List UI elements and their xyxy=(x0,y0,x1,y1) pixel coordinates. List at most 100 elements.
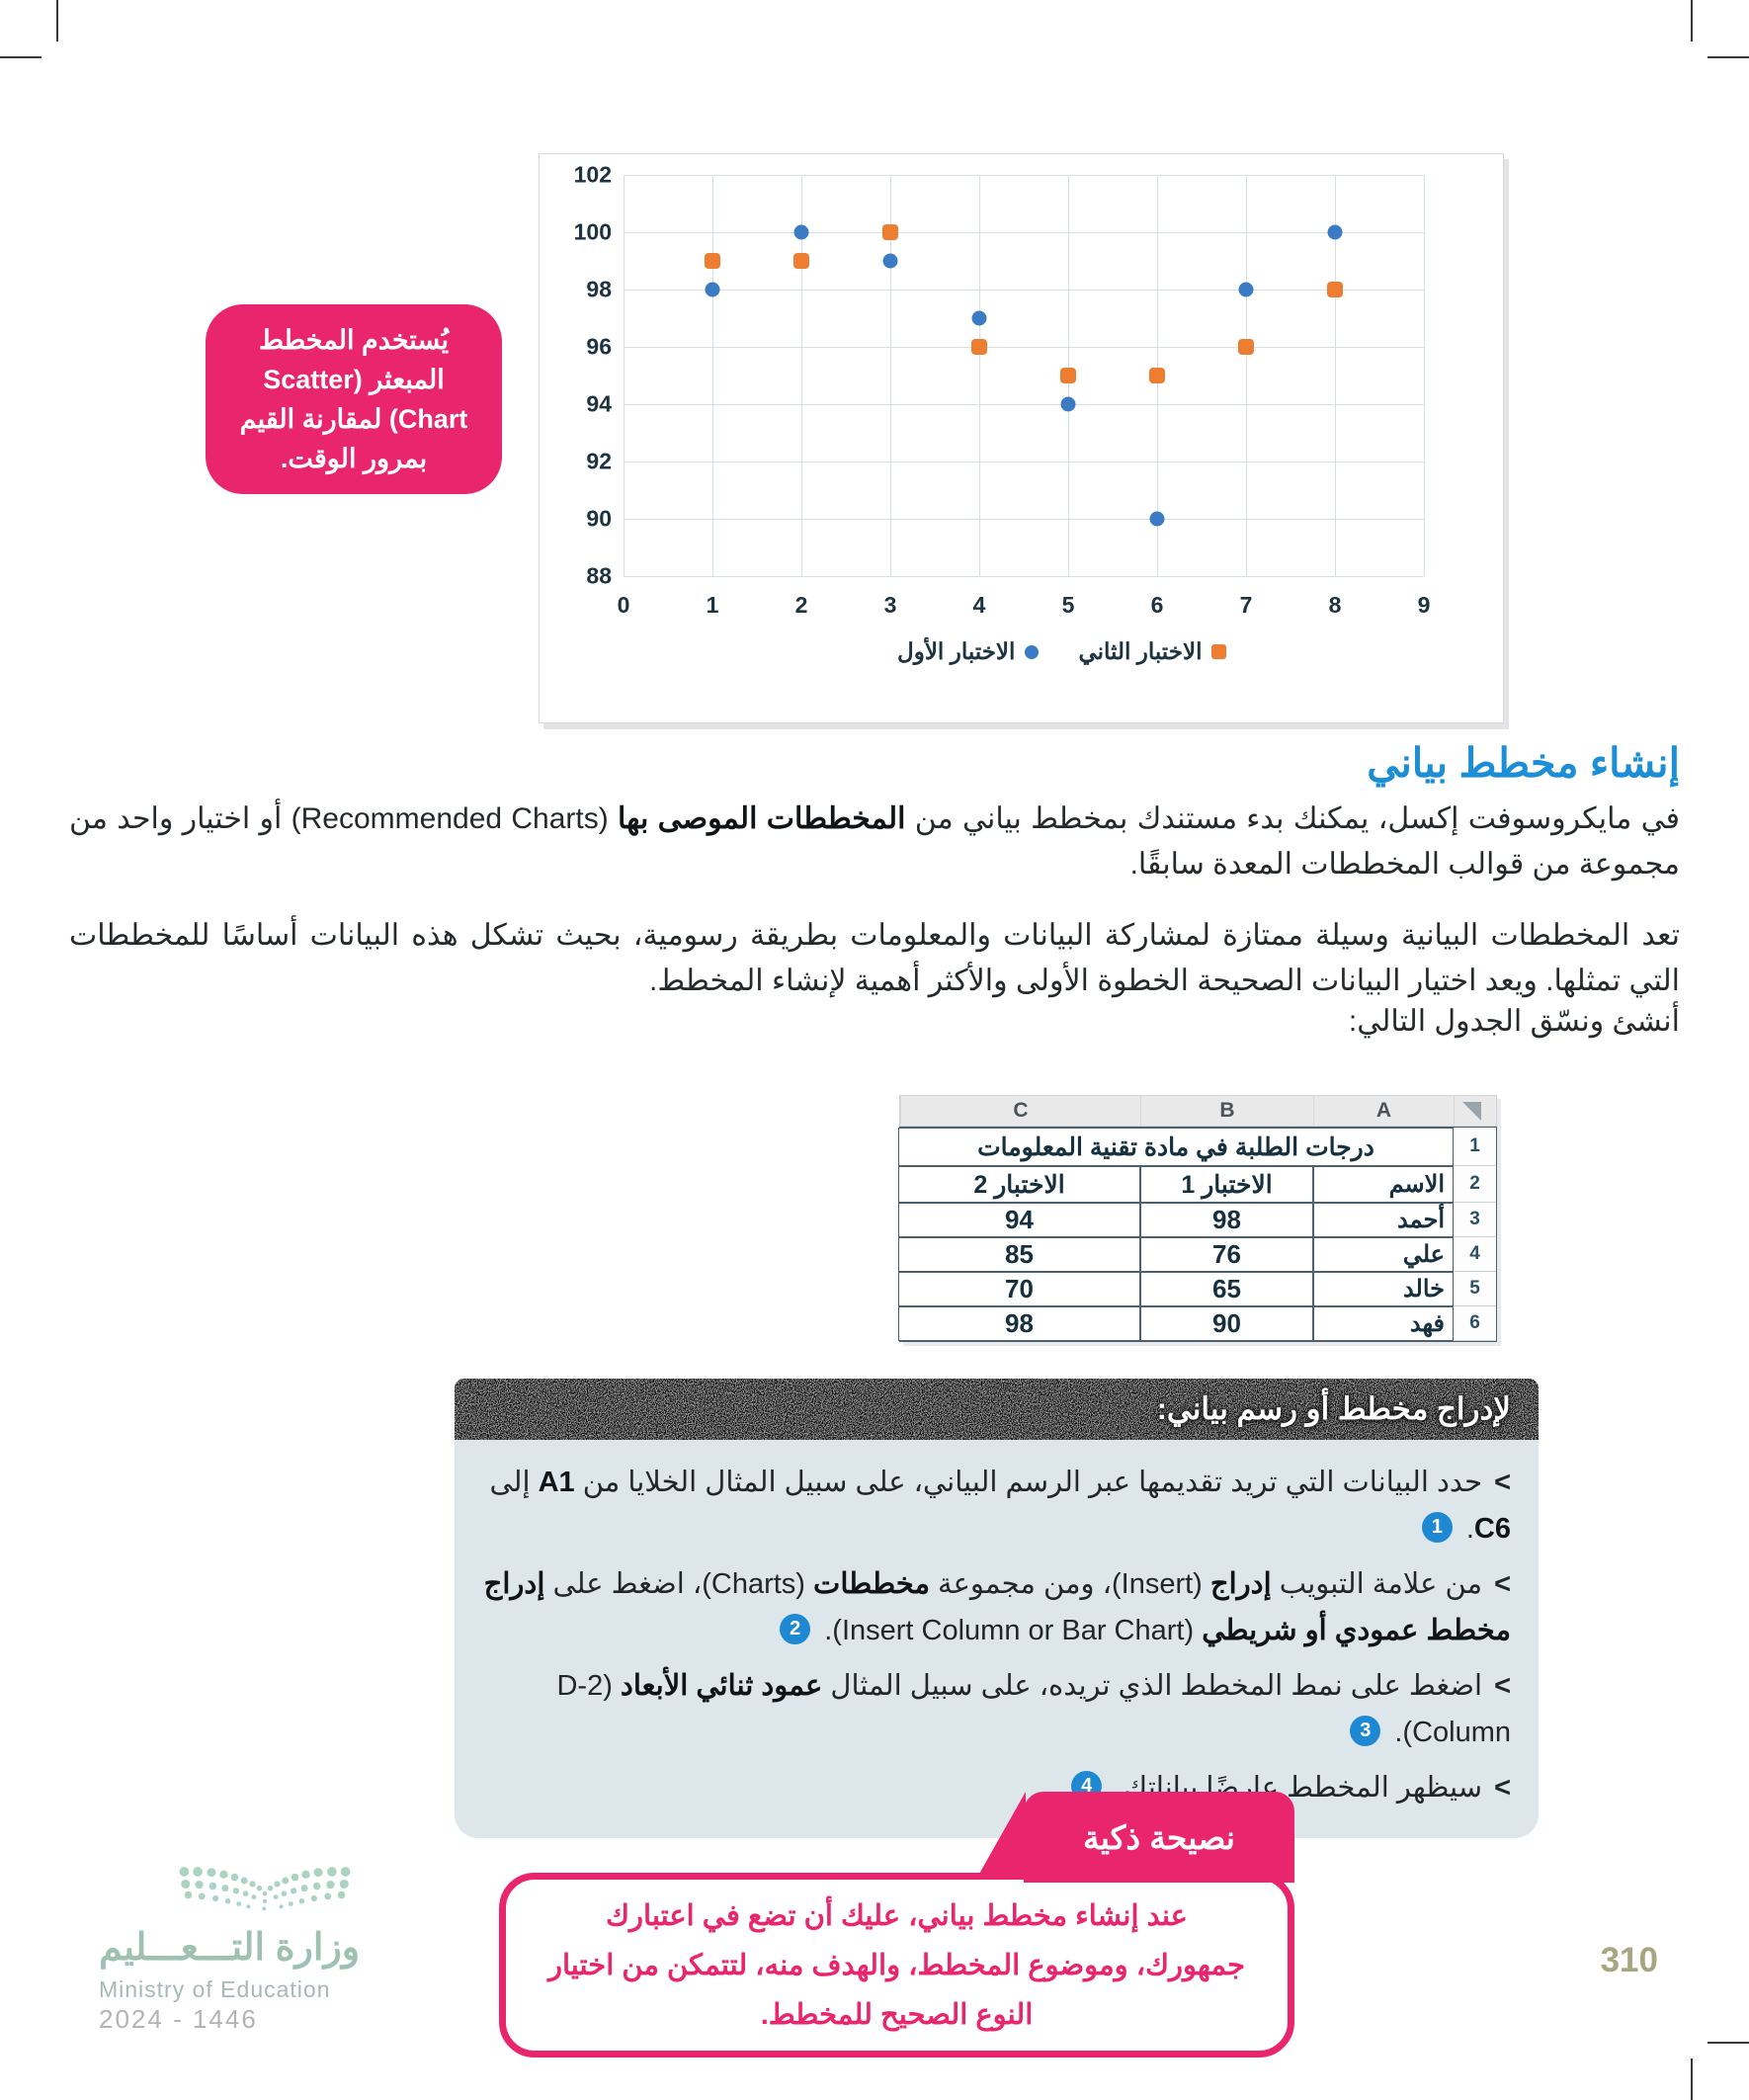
y-axis-tick-label: 102 xyxy=(573,161,612,188)
excel-table: A B C 1 درجات الطلبة في مادة تقنية المعل… xyxy=(898,1095,1497,1342)
cell-test2: 94 xyxy=(898,1203,1140,1237)
gridline-horizontal xyxy=(624,175,1424,176)
row-number: 1 xyxy=(1454,1128,1496,1166)
howto-steps: <حدد البيانات التي تريد تقديمها عبر الرس… xyxy=(455,1440,1539,1838)
gridline-horizontal xyxy=(624,576,1424,577)
crop-mark xyxy=(1707,2042,1749,2044)
x-axis-tick-label: 2 xyxy=(794,592,808,618)
y-axis-tick-label: 88 xyxy=(586,562,612,589)
data-point-square xyxy=(1148,368,1165,383)
ministry-logo-dots-icon xyxy=(179,1867,351,1911)
column-letter-a: A xyxy=(1313,1096,1454,1126)
gridline-vertical xyxy=(1424,175,1425,576)
cell-test2: 85 xyxy=(898,1237,1140,1272)
static-noise-texture xyxy=(455,1379,1539,1440)
gridline-horizontal xyxy=(624,404,1424,405)
gridline-vertical xyxy=(712,175,713,576)
crop-mark xyxy=(56,0,58,42)
gridline-vertical xyxy=(1246,175,1247,576)
tip-tab-slant xyxy=(974,1792,1026,1883)
data-point-circle xyxy=(882,253,898,269)
bullet-arrow-icon: < xyxy=(1494,1670,1511,1702)
cell-test1: 76 xyxy=(1140,1237,1313,1272)
tip-tab-label: نصيحة ذكية xyxy=(1083,1818,1235,1856)
x-axis-tick-label: 9 xyxy=(1417,592,1431,618)
gridline-vertical xyxy=(889,175,891,576)
data-point-square xyxy=(1327,282,1343,297)
data-point-square xyxy=(1238,339,1254,355)
cell-test2: 70 xyxy=(898,1272,1140,1306)
cell-name: علي xyxy=(1313,1237,1454,1272)
data-point-square xyxy=(793,253,809,269)
howto-step-3: <اضغط على نمط المخطط الذي تريده، على سبي… xyxy=(482,1663,1511,1756)
column-letter-b: B xyxy=(1140,1096,1313,1126)
header-cell-name: الاسم xyxy=(1313,1166,1454,1203)
page-number: 310 xyxy=(1600,1941,1658,1979)
callout-text: يُستخدم المخطط المبعثر (Scatter Chart) ل… xyxy=(239,325,468,473)
data-point-circle xyxy=(793,224,809,240)
legend-label: الاختبار الأول xyxy=(897,638,1016,664)
gridline-horizontal xyxy=(624,232,1424,233)
legend-item-test2: الاختبار الثاني xyxy=(1078,638,1227,665)
header-cell-test2: الاختبار 2 xyxy=(898,1166,1140,1203)
cell-test2: 98 xyxy=(898,1306,1140,1341)
howto-header: لإدراج مخطط أو رسم بياني: xyxy=(455,1379,1539,1440)
bullet-arrow-icon: < xyxy=(1494,1772,1511,1804)
bullet-arrow-icon: < xyxy=(1494,1568,1511,1600)
howto-step-1: <حدد البيانات التي تريد تقديمها عبر الرس… xyxy=(482,1460,1511,1553)
table-title-cell: درجات الطلبة في مادة تقنية المعلومات xyxy=(898,1128,1454,1166)
section-heading: إنشاء مخطط بياني xyxy=(1367,740,1680,786)
row-number: 4 xyxy=(1454,1237,1496,1272)
x-axis-tick-label: 3 xyxy=(883,592,897,618)
legend-item-test1: الاختبار الأول xyxy=(897,638,1040,665)
edition-years: 2024 - 1446 xyxy=(99,2004,258,2034)
legend-marker-orange-square-icon xyxy=(1211,644,1227,659)
data-point-square xyxy=(1060,368,1076,383)
cell-name: خالد xyxy=(1313,1272,1454,1306)
gridline-vertical xyxy=(801,175,802,576)
gridline-horizontal xyxy=(624,519,1424,520)
column-letter-c: C xyxy=(900,1096,1140,1126)
ministry-name-arabic: وزارة التـــعـــليم xyxy=(99,1927,361,1969)
gridline-vertical xyxy=(624,175,625,576)
howto-box: لإدراج مخطط أو رسم بياني: <حدد البيانات … xyxy=(455,1379,1539,1838)
legend-marker-blue-circle-icon xyxy=(1025,644,1040,659)
step-number-badge: 3 xyxy=(1350,1715,1381,1746)
row-number: 6 xyxy=(1454,1306,1496,1341)
step-number-badge: 1 xyxy=(1421,1511,1453,1543)
data-point-circle xyxy=(1149,511,1165,527)
cell-name: أحمد xyxy=(1313,1203,1454,1237)
crop-mark xyxy=(1707,56,1749,58)
gridline-horizontal xyxy=(624,290,1424,291)
tip-box: عند إنشاء مخطط بياني، عليك أن تضع في اعت… xyxy=(499,1873,1294,2058)
x-axis-tick-label: 8 xyxy=(1328,592,1342,618)
y-axis-tick-label: 94 xyxy=(586,390,612,417)
howto-step-2: <من علامة التبويب إدراج (Insert)، ومن مج… xyxy=(482,1561,1511,1654)
data-point-circle xyxy=(1060,396,1076,412)
tip-text: عند إنشاء مخطط بياني، عليك أن تضع في اعت… xyxy=(547,1899,1246,2031)
tip-tab: نصيحة ذكية xyxy=(1024,1792,1294,1883)
row-number: 2 xyxy=(1454,1166,1496,1203)
x-axis-tick-label: 0 xyxy=(617,592,630,618)
header-cell-test1: الاختبار 1 xyxy=(1140,1166,1313,1203)
cell-test1: 90 xyxy=(1140,1306,1313,1341)
gridline-horizontal xyxy=(624,347,1424,348)
x-axis-tick-label: 6 xyxy=(1150,592,1164,618)
data-point-circle xyxy=(705,282,720,297)
ministry-name-english: Ministry of Education xyxy=(99,1976,331,2002)
row-number: 3 xyxy=(1454,1203,1496,1237)
scatter-chart-callout: يُستخدم المخطط المبعثر (Scatter Chart) ل… xyxy=(206,304,502,494)
table-intro-line: أنشئ ونسّق الجدول التالي: xyxy=(1348,1005,1680,1038)
chart-legend: الاختبار الأول الاختبار الثاني xyxy=(897,638,1227,665)
bullet-arrow-icon: < xyxy=(1494,1467,1511,1498)
excel-select-all-corner xyxy=(1454,1096,1496,1126)
data-point-square xyxy=(705,253,720,269)
x-axis-tick-label: 1 xyxy=(706,592,719,618)
select-all-triangle-icon xyxy=(1462,1102,1481,1121)
data-point-circle xyxy=(1238,282,1254,297)
gridline-vertical xyxy=(1335,175,1336,576)
data-point-square xyxy=(881,224,898,240)
paragraph-recommended-charts: في مايكروسوفت إكسل، يمكنك بدء مستندك بمخ… xyxy=(69,802,1680,881)
cell-test1: 65 xyxy=(1140,1272,1313,1306)
